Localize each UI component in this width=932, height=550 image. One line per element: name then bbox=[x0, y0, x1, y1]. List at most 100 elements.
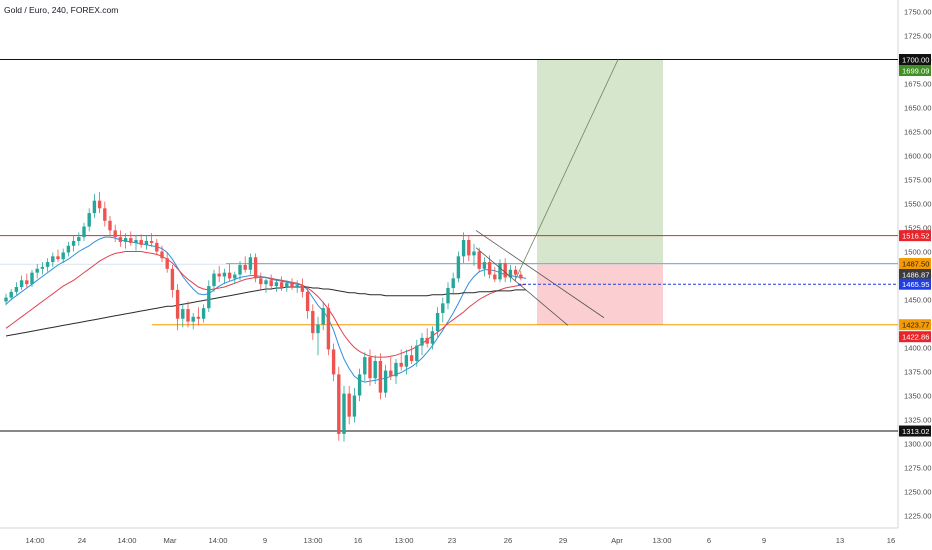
candle-body bbox=[342, 393, 346, 434]
candle-body bbox=[389, 370, 393, 377]
chart-title: Gold / Euro, 240, FOREX.com bbox=[4, 5, 119, 15]
candle-body bbox=[66, 245, 71, 253]
candle-body bbox=[337, 374, 341, 434]
candle-body bbox=[399, 362, 403, 367]
candle-body bbox=[446, 288, 450, 304]
candle-body bbox=[113, 230, 117, 238]
candle-body bbox=[274, 282, 279, 287]
candle-body bbox=[347, 393, 351, 417]
y-tick-label: 1750.00 bbox=[904, 8, 931, 17]
y-tick-label: 1275.00 bbox=[904, 464, 931, 473]
axis-price-tag bbox=[899, 258, 931, 270]
candle-body bbox=[222, 272, 227, 277]
candle-body bbox=[56, 256, 60, 260]
candle-body bbox=[477, 251, 481, 269]
y-tick-label: 1550.00 bbox=[904, 200, 931, 209]
candle-body bbox=[415, 345, 419, 361]
trendline-upper bbox=[475, 230, 605, 319]
axis-price-tag bbox=[899, 65, 931, 77]
candle-body bbox=[420, 337, 424, 346]
candle-body bbox=[290, 283, 294, 288]
candle-body bbox=[160, 251, 164, 259]
axis-price-tag bbox=[899, 331, 931, 343]
candle-body bbox=[170, 268, 175, 290]
candle-body bbox=[352, 395, 357, 417]
candle-body bbox=[123, 238, 128, 242]
y-tick-label: 1725.00 bbox=[904, 32, 931, 41]
y-tick-label: 1375.00 bbox=[904, 368, 931, 377]
x-tick-label: 9 bbox=[762, 536, 766, 545]
candle-body bbox=[259, 278, 263, 285]
y-tick-label: 1300.00 bbox=[904, 440, 931, 449]
candle-body bbox=[248, 257, 253, 270]
candle-body bbox=[25, 280, 29, 285]
x-tick-label: 14:00 bbox=[208, 536, 227, 545]
y-tick-label: 1575.00 bbox=[904, 176, 931, 185]
axis-price-tag-label: 1313.02 bbox=[902, 427, 929, 436]
candle-body bbox=[45, 262, 50, 267]
candle-body bbox=[368, 357, 372, 379]
candle-body bbox=[311, 311, 315, 334]
candle-body bbox=[482, 262, 487, 269]
candle-body bbox=[461, 240, 466, 257]
x-tick-label: 13 bbox=[836, 536, 844, 545]
axis-price-tag bbox=[899, 425, 931, 437]
candle-body bbox=[513, 269, 518, 275]
candle-body bbox=[233, 274, 237, 279]
candle-body bbox=[103, 208, 107, 221]
candle-body bbox=[404, 355, 409, 367]
candle-body bbox=[165, 258, 169, 269]
candle-body bbox=[19, 280, 24, 288]
y-tick-label: 1350.00 bbox=[904, 392, 931, 401]
candle-body bbox=[139, 240, 143, 245]
candle-body bbox=[212, 273, 216, 287]
candle-body bbox=[4, 297, 8, 302]
axis-price-tag-label: 1699.09 bbox=[902, 67, 929, 76]
axis-price-tag-label: 1465.95 bbox=[902, 280, 929, 289]
candle-body bbox=[196, 316, 201, 319]
trendline-lower bbox=[475, 247, 569, 326]
candle-body bbox=[519, 274, 523, 279]
axis-price-tag bbox=[899, 269, 931, 281]
axis-price-tag-label: 1516.52 bbox=[902, 232, 929, 241]
candle-body bbox=[191, 316, 195, 322]
x-tick-label: 16 bbox=[887, 536, 895, 545]
candle-body bbox=[149, 240, 154, 243]
axis-price-tag-label: 1486.87 bbox=[902, 271, 929, 280]
y-tick-label: 1600.00 bbox=[904, 152, 931, 161]
candle-body bbox=[425, 337, 429, 344]
moving-average-line-0 bbox=[5, 236, 527, 383]
candle-body bbox=[14, 287, 19, 292]
x-tick-label: 13:00 bbox=[652, 536, 671, 545]
candle-body bbox=[253, 257, 258, 279]
projection-line bbox=[514, 59, 619, 281]
y-tick-label: 1625.00 bbox=[904, 128, 931, 137]
candle-body bbox=[77, 237, 81, 241]
candle-body bbox=[30, 272, 34, 285]
candle-body bbox=[9, 291, 13, 298]
y-tick-label: 1450.00 bbox=[904, 296, 931, 305]
candle-body bbox=[331, 349, 336, 375]
candle-body bbox=[92, 200, 97, 214]
candle-body bbox=[357, 374, 362, 396]
candle-body bbox=[201, 308, 206, 319]
axis-price-tag bbox=[899, 54, 931, 66]
candle-body bbox=[35, 268, 39, 273]
candle-body bbox=[155, 242, 159, 252]
candle-body bbox=[409, 355, 414, 361]
x-tick-label: 26 bbox=[504, 536, 512, 545]
y-tick-label: 1225.00 bbox=[904, 512, 931, 521]
candle-body bbox=[321, 308, 325, 325]
candle-body bbox=[498, 263, 502, 280]
candle-body bbox=[451, 278, 455, 288]
candle-body bbox=[441, 303, 445, 313]
candle-body bbox=[87, 213, 91, 227]
candle-body bbox=[181, 309, 185, 319]
x-tick-label: 6 bbox=[707, 536, 711, 545]
candle-body bbox=[40, 266, 45, 269]
x-tick-label: 13:00 bbox=[303, 536, 322, 545]
candle-body bbox=[51, 256, 55, 263]
candle-body bbox=[243, 264, 247, 270]
candle-body bbox=[108, 220, 112, 231]
